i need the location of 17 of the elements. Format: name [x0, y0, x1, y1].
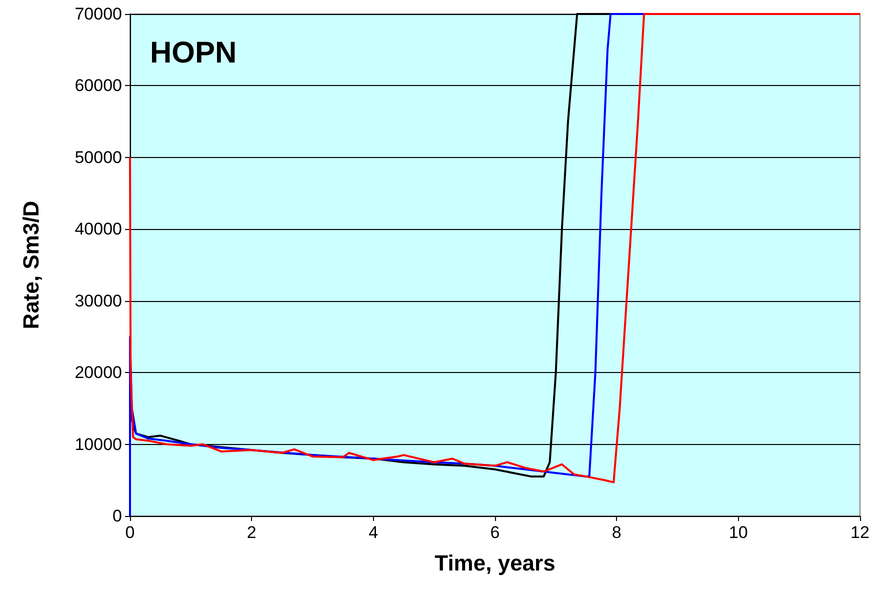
y-axis-title: Rate, Sm3/D: [18, 200, 44, 330]
x-tick-label: 10: [728, 523, 748, 542]
x-tick-label: 6: [490, 523, 500, 542]
y-tick-label: 20000: [74, 363, 122, 382]
y-tick-label: 40000: [74, 220, 122, 239]
x-tick-label: 2: [246, 523, 256, 542]
y-tick-label: 10000: [74, 434, 122, 454]
y-tick-label: 0: [112, 506, 122, 526]
x-tick-label: 12: [850, 523, 870, 542]
y-tick-label: 30000: [74, 291, 122, 310]
x-tick-label: 0: [125, 523, 135, 542]
x-axis-title: Time, years: [434, 550, 556, 576]
x-tick-label: 8: [612, 523, 622, 542]
y-tick-label: 70000: [74, 4, 122, 24]
y-tick-label: 50000: [74, 148, 122, 167]
x-tick-label: 4: [368, 523, 378, 542]
y-tick-label: 60000: [74, 76, 122, 96]
